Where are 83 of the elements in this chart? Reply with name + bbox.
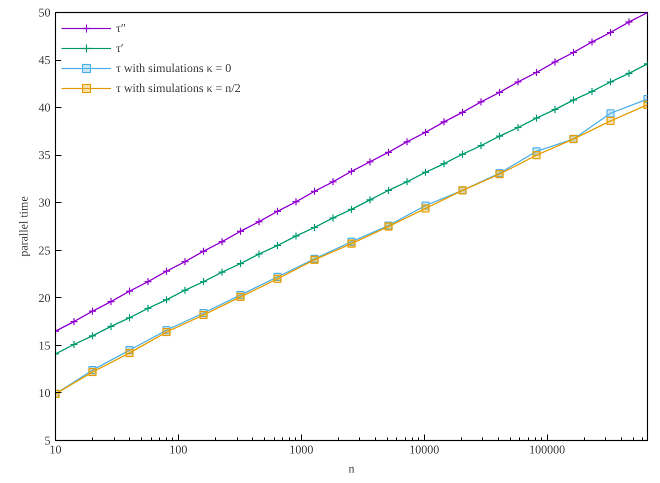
point: [514, 123, 522, 132]
point: [125, 314, 134, 322]
point: [106, 322, 116, 330]
point: [347, 167, 356, 176]
point: [273, 241, 282, 250]
point: [199, 278, 208, 286]
x-tick-label: 100: [169, 442, 188, 456]
x-axis-title: n: [348, 462, 354, 476]
point: [328, 178, 338, 186]
point: [254, 218, 264, 226]
point: [328, 214, 338, 222]
point: [218, 268, 226, 276]
point: [606, 78, 615, 86]
point: [70, 340, 78, 349]
point: [402, 178, 412, 186]
legend-label: τ″: [116, 20, 127, 36]
point: [440, 160, 448, 168]
point: [476, 142, 486, 150]
point: [532, 114, 541, 122]
y-tick-label: 30: [38, 196, 50, 210]
point: [366, 158, 374, 166]
point: [125, 287, 134, 296]
point: [70, 318, 78, 326]
x-tick-label: 10000: [409, 442, 440, 456]
point: [162, 267, 171, 276]
point: [606, 28, 615, 37]
point: [384, 186, 393, 194]
point: [514, 78, 522, 86]
point: [292, 198, 300, 206]
y-tick-label: 45: [38, 53, 50, 68]
point: [384, 148, 393, 156]
point: [144, 278, 152, 286]
point: [180, 286, 190, 294]
legend-label: τ with simulations κ = 0: [116, 60, 232, 76]
y-tick-label: 15: [38, 338, 50, 352]
x-tick-label: 1000: [289, 442, 314, 456]
legend-label: τ with simulations κ = n/2: [116, 80, 241, 96]
point: [402, 138, 412, 146]
point: [144, 304, 152, 312]
y-tick-label: 35: [38, 148, 50, 162]
x-tick-label: 10: [50, 442, 62, 456]
y-tick-label: 40: [38, 100, 50, 115]
point: [624, 18, 634, 26]
point: [254, 250, 264, 258]
y-tick-label: 25: [38, 243, 50, 258]
legend-label: τ′: [116, 40, 124, 56]
y-tick-label: 5: [44, 434, 50, 448]
point: [236, 259, 245, 268]
point: [458, 108, 467, 116]
point: [88, 307, 97, 316]
y-tick-label: 10: [38, 386, 50, 400]
point: [180, 258, 190, 266]
point: [310, 223, 319, 232]
point: [495, 132, 504, 140]
point: [569, 48, 578, 57]
point: [569, 96, 578, 104]
point: [421, 168, 430, 176]
point: [273, 207, 282, 216]
point: [421, 128, 430, 136]
point: [162, 296, 171, 304]
point: [199, 247, 208, 256]
y-tick-label: 20: [38, 290, 50, 305]
point: [624, 69, 634, 78]
point: [218, 238, 226, 246]
point: [476, 98, 486, 106]
point: [532, 68, 541, 77]
x-tick-label: 100000: [529, 442, 566, 456]
point: [440, 118, 448, 126]
point: [458, 150, 467, 158]
y-tick-label: 50: [38, 6, 50, 20]
point: [347, 205, 356, 214]
point: [588, 87, 596, 96]
point: [88, 332, 97, 340]
point: [550, 105, 560, 114]
point: [495, 88, 504, 96]
point: [310, 187, 319, 196]
point: [588, 38, 596, 46]
point: [106, 298, 116, 306]
point: [366, 196, 374, 204]
point: [292, 232, 300, 240]
point: [550, 58, 560, 66]
point: [236, 227, 245, 236]
y-axis-title: parallel time: [16, 196, 30, 257]
